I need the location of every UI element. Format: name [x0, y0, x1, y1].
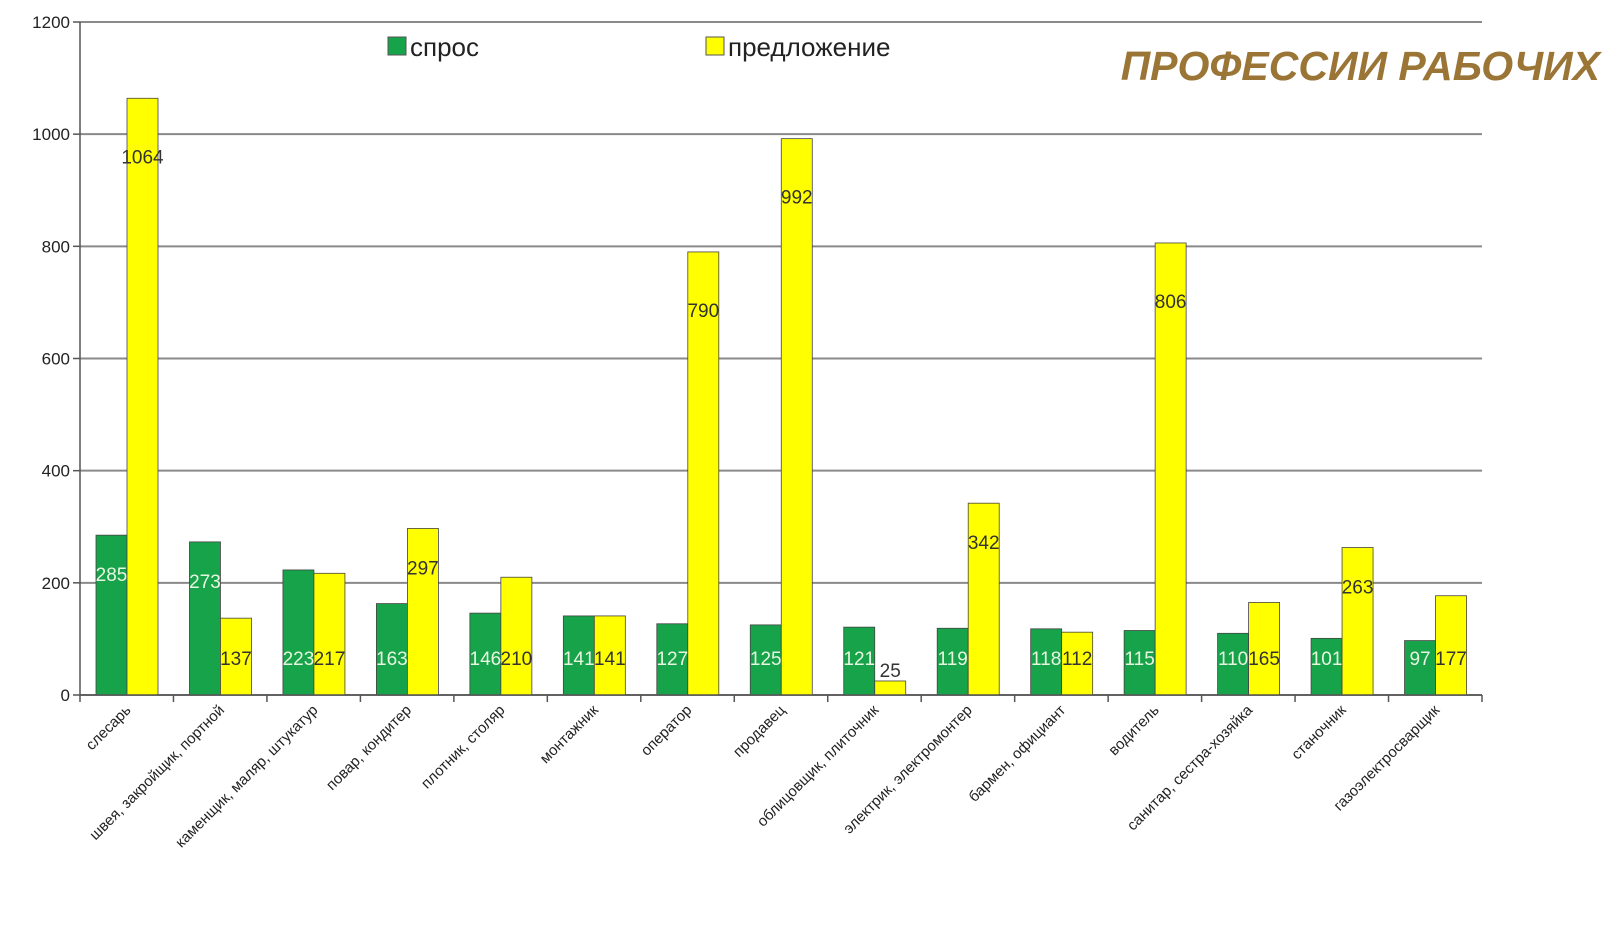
bar-demand [1123, 630, 1156, 696]
y-axis: 0 200 400 600 800 1000 1200 [32, 13, 81, 705]
legend: спрос предложение [387, 32, 890, 62]
data-label-demand: 115 [1124, 649, 1154, 670]
bar-supply [1154, 242, 1187, 696]
y-tick-label: 800 [42, 237, 70, 256]
data-label-supply: 790 [687, 301, 719, 322]
data-label-demand: 97 [1409, 649, 1430, 670]
data-label-supply: 137 [220, 649, 252, 670]
data-labels: 285 1064 273 137 223 217 163 297 146 210 141 141 127… [96, 147, 1467, 682]
bar-supply [1341, 547, 1374, 696]
legend-swatch-supply [705, 36, 725, 56]
bar-supply [593, 615, 626, 696]
bar-demand [843, 626, 876, 696]
bar-supply [1435, 595, 1467, 696]
data-label-supply: 141 [594, 649, 626, 670]
bar-supply [406, 528, 439, 696]
bar-demand [95, 534, 128, 696]
data-label-demand: 101 [1311, 649, 1343, 670]
bar-supply [780, 138, 813, 696]
x-tick-label: плотник, столяр [418, 702, 508, 792]
bar-supply [687, 251, 720, 696]
x-tick-label: повар, кондитер [323, 702, 415, 794]
data-label-supply: 217 [314, 649, 346, 670]
data-label-demand: 141 [563, 649, 595, 670]
data-label-supply: 112 [1062, 649, 1092, 670]
data-label-demand: 125 [750, 649, 782, 670]
chart-title: ПРОФЕССИИ РАБОЧИХ [1121, 43, 1603, 89]
bar-supply [313, 572, 346, 696]
data-label-supply: 297 [407, 558, 439, 579]
bar-supply [1248, 602, 1280, 696]
x-tick-label: продавец [730, 702, 789, 761]
x-tick-label: монтажник [537, 702, 603, 768]
bar-supply [126, 97, 159, 696]
bar-supply [500, 576, 533, 696]
x-tick-label: станочник [1288, 702, 1350, 764]
bar-demand [1310, 637, 1343, 696]
bar-demand [656, 623, 689, 696]
bar-supply [967, 502, 1000, 696]
data-label-demand: 127 [656, 649, 688, 670]
bar-demand [936, 627, 969, 696]
data-label-demand: 273 [189, 572, 221, 593]
x-tick-label: оператор [638, 702, 696, 760]
data-label-demand: 285 [96, 565, 128, 586]
bar-supply [874, 680, 907, 696]
y-tick-label: 200 [42, 574, 70, 593]
y-tick-label: 600 [42, 350, 70, 369]
data-label-demand: 119 [938, 649, 968, 670]
data-label-demand: 121 [843, 649, 875, 670]
data-label-supply: 177 [1435, 649, 1467, 670]
data-label-demand: 146 [470, 649, 502, 670]
bar-demand [469, 612, 502, 696]
x-tick-label: бармен, официант [965, 702, 1069, 806]
x-tick-label: слесарь [83, 702, 135, 754]
legend-swatch-demand [387, 36, 407, 56]
data-label-demand: 118 [1031, 649, 1061, 670]
bar-demand [282, 569, 315, 696]
data-label-supply: 992 [781, 188, 813, 209]
data-label-supply: 263 [1342, 578, 1374, 599]
x-tick-label: водитель [1105, 702, 1162, 759]
data-label-supply: 210 [501, 649, 533, 670]
bar-demand [189, 541, 221, 696]
data-label-supply: 806 [1155, 292, 1187, 313]
bars [95, 97, 1467, 696]
x-tick-label: газоэлектросварщик [1330, 702, 1443, 815]
data-label-supply: 342 [968, 533, 1000, 554]
legend-label-demand: спрос [410, 32, 479, 62]
bar-demand [1217, 632, 1249, 696]
data-label-supply: 25 [880, 661, 901, 682]
data-label-demand: 110 [1218, 649, 1248, 670]
data-label-supply: 165 [1248, 649, 1280, 670]
data-label-demand: 223 [283, 649, 315, 670]
data-label-supply: 1064 [121, 147, 164, 168]
y-tick-label: 400 [42, 462, 70, 481]
bar-supply [220, 617, 252, 696]
legend-label-supply: предложение [728, 32, 890, 62]
bar-demand [562, 615, 595, 696]
y-tick-label: 1200 [32, 13, 70, 32]
data-label-demand: 163 [376, 649, 408, 670]
bar-demand [749, 624, 782, 696]
y-tick-label: 0 [61, 686, 70, 705]
y-tick-label: 1000 [32, 125, 70, 144]
